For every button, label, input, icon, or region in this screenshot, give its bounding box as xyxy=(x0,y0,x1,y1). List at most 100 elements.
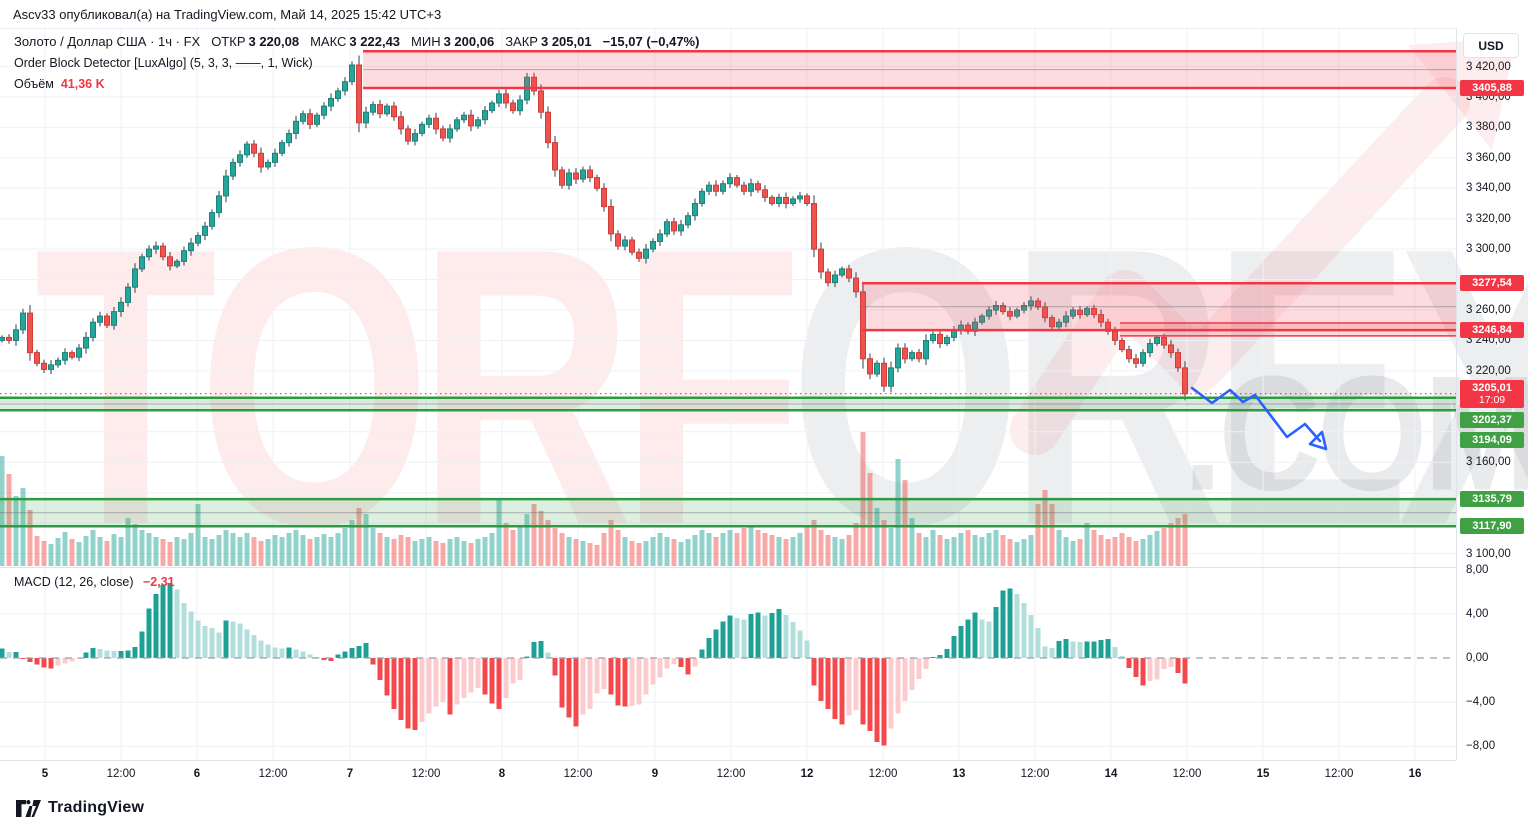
price-tick-label: 3 380,00 xyxy=(1466,121,1511,134)
candle-down xyxy=(160,245,166,258)
candle-up xyxy=(496,93,502,104)
bullish-level-chip: 3135,79 xyxy=(1460,491,1524,508)
macd-histogram-bar xyxy=(734,618,740,658)
volume-bar xyxy=(342,528,348,566)
candle-up xyxy=(335,90,341,100)
volume-bar xyxy=(986,533,992,566)
macd-histogram-bar xyxy=(139,631,145,658)
volume-bar xyxy=(734,533,740,566)
price-axis[interactable]: USD 3 420,00 3 400,00 3 380,00 3 360,00 3 34… xyxy=(1456,28,1528,760)
macd-histogram-bar xyxy=(636,658,642,705)
volume-bar xyxy=(412,541,418,566)
order-block-detector-title[interactable]: Order Block Detector [LuxAlgo] (5, 3, 3,… xyxy=(14,55,313,70)
candle-up xyxy=(944,336,950,344)
symbol-title[interactable]: Золото / Доллар США · 1ч · FX xyxy=(14,33,201,49)
volume-bar xyxy=(482,537,488,566)
volume-bar xyxy=(1007,539,1013,566)
volume-bar xyxy=(797,533,803,566)
time-tick-hour: 12:00 xyxy=(106,768,136,780)
volume-bar xyxy=(496,498,502,566)
candle-down xyxy=(531,76,537,92)
macd-histogram-bar xyxy=(510,658,516,684)
macd-histogram-bar xyxy=(895,658,901,714)
macd-histogram-bar xyxy=(909,658,915,690)
macd-histogram-bar xyxy=(524,656,530,658)
volume-bar xyxy=(769,535,775,566)
candle-down xyxy=(853,277,859,293)
candle-up xyxy=(923,340,929,360)
macd-legend-row[interactable]: MACD (12, 26, close) −2,31 xyxy=(14,575,175,589)
volume-bar xyxy=(545,520,551,566)
macd-histogram-bar xyxy=(1168,658,1174,667)
candle-up xyxy=(650,241,656,250)
macd-histogram-bar xyxy=(783,614,789,658)
candle-down xyxy=(559,169,565,186)
volume-bar xyxy=(433,541,439,566)
volume-legend-row[interactable]: Объём 41,36 K xyxy=(14,73,699,94)
symbol-legend-row[interactable]: Золото / Доллар США · 1ч · FX ОТКР 3 220,… xyxy=(14,31,699,52)
macd-histogram-bar xyxy=(496,658,502,709)
candle-up xyxy=(62,352,68,361)
volume-bar xyxy=(13,496,19,566)
ohlc-low: МИН 3 200,06 xyxy=(411,33,495,49)
macd-histogram-bar xyxy=(132,647,138,659)
candle-up xyxy=(370,104,376,113)
macd-histogram-bar xyxy=(454,658,460,705)
candle-up xyxy=(888,367,894,387)
macd-histogram-bar xyxy=(902,658,908,702)
volume-bar xyxy=(1070,541,1076,566)
tradingview-logo-link[interactable]: TradingView xyxy=(16,799,144,817)
candle-up xyxy=(286,133,292,144)
macd-title[interactable]: MACD (12, 26, close) xyxy=(14,575,134,589)
candle-down xyxy=(1049,317,1055,328)
macd-tick-label: −8,00 xyxy=(1466,740,1496,753)
volume-bar xyxy=(48,544,54,566)
candle-up xyxy=(580,169,586,180)
volume-bar xyxy=(328,537,334,566)
volume-bar xyxy=(818,530,824,566)
macd-histogram-bar xyxy=(475,658,481,688)
macd-histogram-bar xyxy=(860,658,866,725)
volume-bar xyxy=(125,518,131,566)
forecast-arrow-drawing[interactable] xyxy=(1190,386,1322,443)
chart-canvas[interactable] xyxy=(0,0,1456,790)
volume-bar xyxy=(979,537,985,566)
volume-bar xyxy=(853,523,859,566)
volume-bar xyxy=(1000,535,1006,566)
candle-up xyxy=(426,117,432,125)
candle-up xyxy=(279,142,285,154)
macd-histogram-bar xyxy=(384,658,390,696)
forecast-arrowhead xyxy=(1308,430,1328,451)
volume-bar xyxy=(517,526,523,566)
volume-bar xyxy=(664,537,670,566)
macd-histogram-bar xyxy=(776,608,782,658)
indicator-legend-row[interactable]: Order Block Detector [LuxAlgo] (5, 3, 3,… xyxy=(14,52,699,73)
macd-histogram-bar xyxy=(426,658,432,714)
macd-histogram-bar xyxy=(1161,658,1167,670)
candle-down xyxy=(860,291,866,360)
macd-histogram-bar xyxy=(713,629,719,658)
candle-up xyxy=(895,347,901,369)
macd-histogram-bar xyxy=(629,658,635,707)
candle-up xyxy=(1028,300,1034,306)
macd-histogram-bar xyxy=(1098,639,1104,658)
candle-down xyxy=(251,143,257,154)
time-tick-day: 7 xyxy=(346,768,354,780)
currency-toggle-button[interactable]: USD xyxy=(1463,33,1519,58)
macd-histogram-bar xyxy=(1049,648,1055,658)
macd-histogram-bar xyxy=(622,658,628,707)
candle-down xyxy=(307,113,313,125)
volume-label[interactable]: Объём xyxy=(14,76,54,91)
macd-histogram-bar xyxy=(363,643,369,658)
volume-bar xyxy=(90,530,96,566)
candle-up xyxy=(195,235,201,244)
ohlc-open: ОТКР 3 220,08 xyxy=(211,33,300,49)
time-axis[interactable]: 5 12:00 6 12:00 7 12:00 8 12:00 9 12:00 12 12:00 13 1… xyxy=(0,760,1456,791)
candle-down xyxy=(69,352,75,358)
price-tick-label: 3 340,00 xyxy=(1466,182,1511,195)
macd-histogram-bar xyxy=(153,593,159,658)
macd-histogram-bar xyxy=(111,650,117,658)
volume-bar xyxy=(1028,535,1034,566)
volume-bar xyxy=(34,536,40,566)
macd-histogram-bar xyxy=(419,658,425,723)
